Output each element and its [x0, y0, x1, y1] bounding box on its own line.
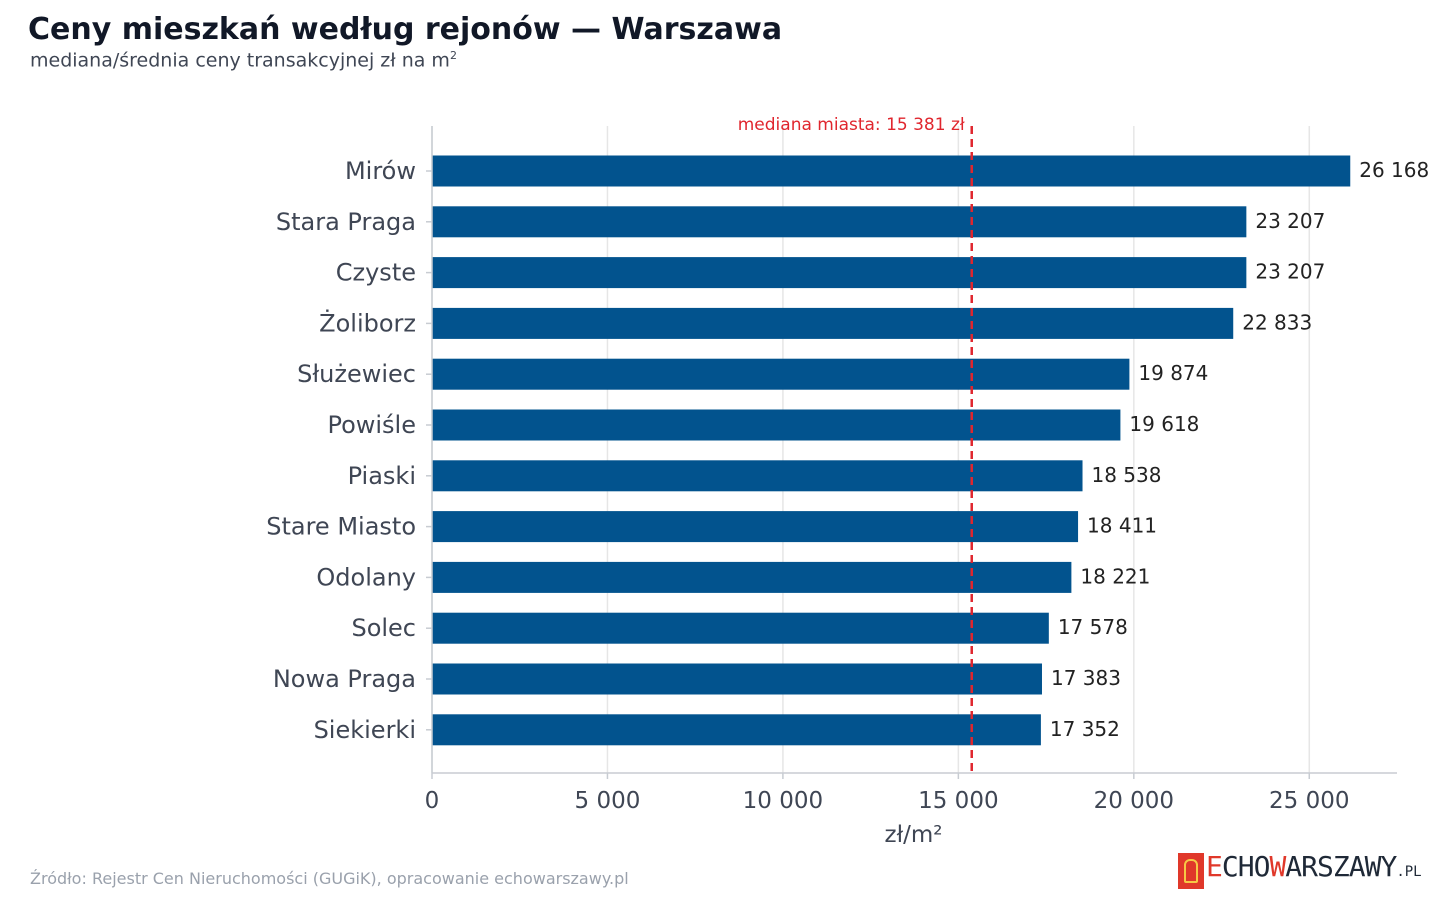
- category-label: Odolany: [316, 563, 416, 591]
- bar: [432, 307, 1234, 339]
- category-label: Stara Praga: [276, 208, 416, 236]
- value-label: 18 221: [1080, 564, 1150, 588]
- x-axis-title: zł/m²: [885, 822, 943, 848]
- bar: [432, 612, 1049, 644]
- bar: [432, 561, 1072, 593]
- value-label: 23 207: [1255, 260, 1325, 284]
- value-label: 17 383: [1051, 666, 1121, 690]
- mermaid-icon: [1178, 853, 1204, 889]
- subtitle-text: mediana/średnia ceny transakcyjnej zł na…: [30, 49, 450, 72]
- logo-echo-rest: CHO: [1221, 850, 1271, 883]
- labels: Mirów 26 168 Stara Praga 23 207 Czyste 23 207…: [266, 115, 1429, 848]
- x-tick-label: 0: [425, 788, 440, 814]
- bar: [432, 460, 1083, 492]
- x-tick-label: 5 000: [575, 788, 641, 814]
- category-label: Nowa Praga: [273, 665, 416, 693]
- median-reference-label: mediana miasta: 15 381 zł: [738, 115, 965, 135]
- value-label: 18 411: [1087, 514, 1157, 538]
- subtitle-superscript: 2: [449, 49, 457, 62]
- category-label: Powiśle: [327, 411, 416, 439]
- logo-arszawy: ARSZAWY: [1285, 850, 1397, 883]
- bars: [432, 155, 1351, 746]
- logo-letter-e: E: [1206, 850, 1223, 883]
- x-tick-label: 10 000: [743, 788, 823, 814]
- chart-title: Ceny mieszkań według rejonów — Warszawa: [28, 12, 783, 47]
- bar: [432, 358, 1130, 390]
- value-label: 18 538: [1092, 463, 1162, 487]
- category-label: Mirów: [345, 157, 416, 185]
- value-label: 19 618: [1129, 412, 1199, 436]
- value-label: 19 874: [1138, 361, 1208, 385]
- bar: [432, 511, 1079, 543]
- bar: [432, 257, 1247, 289]
- bar: [432, 206, 1247, 238]
- logo-letter-w: W: [1269, 850, 1286, 883]
- value-label: 22 833: [1242, 310, 1312, 334]
- bar: [432, 663, 1042, 695]
- value-label: 17 578: [1058, 615, 1128, 639]
- value-label: 26 168: [1359, 158, 1429, 182]
- x-tick-label: 25 000: [1269, 788, 1349, 814]
- value-label: 17 352: [1050, 717, 1120, 741]
- category-label: Stare Miasto: [266, 513, 416, 541]
- logo-wordmark: ECHOWARSZAWY.PL: [1206, 850, 1422, 889]
- bar: [432, 155, 1351, 187]
- category-label: Służewiec: [297, 360, 416, 388]
- category-label: Czyste: [336, 259, 416, 287]
- logo-pl: .PL: [1396, 864, 1422, 880]
- bar: [432, 409, 1121, 441]
- chart-subtitle: mediana/średnia ceny transakcyjnej zł na…: [30, 49, 457, 71]
- category-label: Siekierki: [314, 716, 416, 744]
- bar: [432, 714, 1041, 746]
- source-note: Źródło: Rejestr Cen Nieruchomości (GUGiK…: [30, 869, 629, 888]
- echowarszawy-logo: ECHOWARSZAWY.PL: [1178, 850, 1422, 889]
- value-label: 23 207: [1255, 209, 1325, 233]
- category-label: Solec: [351, 614, 416, 642]
- x-tick-label: 20 000: [1094, 788, 1174, 814]
- x-tick-label: 15 000: [918, 788, 998, 814]
- category-label: Piaski: [348, 462, 416, 490]
- category-label: Żoliborz: [319, 308, 416, 337]
- axes: [426, 126, 1397, 779]
